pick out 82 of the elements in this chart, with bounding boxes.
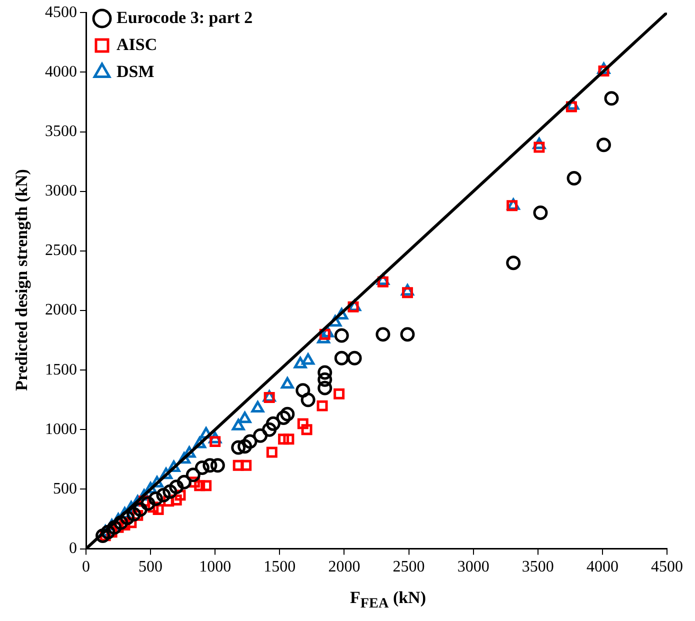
point [318, 365, 332, 380]
y-tick-label: 4000 [45, 63, 77, 80]
point [316, 400, 328, 412]
point [296, 383, 310, 398]
point [596, 138, 611, 152]
legend-label: DSM [116, 62, 154, 81]
point [400, 327, 415, 342]
point [120, 510, 135, 526]
point [604, 91, 619, 106]
point [114, 515, 128, 530]
point [253, 428, 268, 443]
y-tick-label: 3500 [45, 122, 77, 140]
point [240, 460, 252, 471]
y-tick-label: 1500 [45, 361, 77, 378]
y-tick-label: 500 [53, 480, 77, 498]
point [334, 350, 349, 366]
legend-label: AISC [116, 34, 158, 54]
point [283, 434, 294, 445]
x-axis-title: F$_{FEA}$ (kN) [350, 588, 426, 612]
point [262, 422, 277, 437]
point [232, 460, 244, 471]
point [202, 458, 218, 473]
legend-label: Eurocode 3: part 2 [116, 8, 253, 27]
point [176, 474, 192, 490]
point [334, 328, 349, 343]
y-axis-title: Predicted design strength (kN) [12, 169, 32, 391]
x-tick-label: 0 [82, 558, 90, 576]
point [238, 412, 252, 424]
point [96, 528, 110, 543]
point [278, 434, 290, 445]
point [318, 372, 332, 387]
point [302, 353, 315, 365]
point [107, 520, 122, 535]
point [276, 410, 291, 425]
point [148, 492, 163, 506]
x-tick-label: 1000 [199, 558, 232, 576]
point [140, 496, 156, 511]
y-tick-label: 2500 [45, 242, 77, 260]
point [194, 480, 206, 492]
point [156, 488, 171, 502]
point [232, 418, 245, 430]
y-tick-label: 3000 [45, 182, 77, 200]
point [506, 256, 521, 270]
x-tick-label: 500 [138, 558, 163, 576]
point [169, 480, 184, 494]
point [266, 416, 280, 431]
point [238, 439, 252, 454]
point [200, 480, 212, 492]
y-tick-label: 1000 [45, 420, 77, 438]
point [210, 458, 225, 473]
point [266, 446, 278, 458]
point [297, 418, 308, 430]
point [533, 206, 548, 220]
x-tick-label: 4000 [586, 558, 618, 576]
x-tick-label: 2000 [328, 558, 360, 576]
point [280, 406, 295, 422]
y-tick-label: 4500 [45, 4, 77, 21]
x-tick-label: 3000 [457, 558, 490, 576]
point [566, 170, 582, 186]
point [242, 434, 258, 449]
point [100, 524, 116, 540]
point [194, 460, 210, 476]
point [126, 506, 142, 522]
point [251, 400, 264, 412]
point [186, 468, 200, 482]
point [231, 440, 246, 455]
point [376, 327, 390, 342]
point [334, 388, 345, 400]
y-tick-label: 2000 [45, 302, 77, 319]
point [300, 392, 316, 408]
x-tick-label: 1500 [264, 558, 296, 576]
y-tick-label: 0 [69, 540, 77, 558]
point [132, 502, 148, 517]
point [301, 424, 312, 436]
point [347, 350, 362, 366]
point [318, 380, 332, 396]
point [162, 484, 178, 499]
x-tick-label: 3500 [522, 558, 554, 576]
point [280, 377, 294, 389]
point [294, 356, 307, 368]
x-tick-label: 2500 [392, 558, 425, 576]
x-tick-label: 4500 [651, 558, 683, 576]
